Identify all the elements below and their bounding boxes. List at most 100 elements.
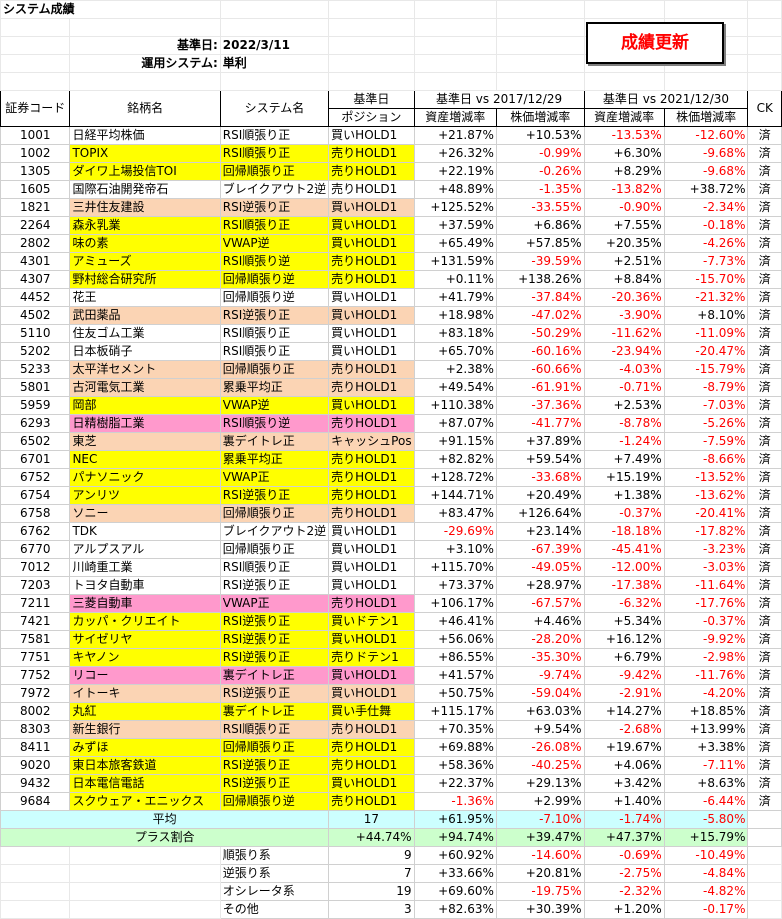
- table-row[interactable]: 7972 イトーキ RSI逆張り正 買いHOLD1 +50.75% -59.04% -2.9…: [0, 684, 782, 703]
- table-row[interactable]: 6701 NEC 累乗平均正 売りHOLD1 +82.82% +59.54% +7.49% -…: [0, 450, 782, 469]
- cell-ck: 済: [747, 468, 782, 487]
- cell-system: 回帰順張り正: [219, 540, 330, 559]
- cell-name: 太平洋セメント: [69, 360, 221, 379]
- cell-system: 裏デイトレ正: [219, 432, 330, 451]
- average-label: 平均: [0, 810, 330, 829]
- table-row[interactable]: 9684 スクウェア・エニックス 回帰順張り逆 売りHOLD1 -1.36% +2.99%…: [0, 792, 782, 811]
- table-row[interactable]: 7211 三菱自動車 VWAP正 売りHOLD1 +106.17% -67.57% -6.3…: [0, 594, 782, 613]
- cell-name: キヤノン: [69, 648, 221, 667]
- table-row[interactable]: 8002 丸紅 裏デイトレ正 買い手仕舞 +115.17% +63.03% +14.27% +…: [0, 702, 782, 721]
- cell-ck: 済: [747, 522, 782, 541]
- table-row[interactable]: 7751 キヤノン RSI逆張り正 売りドテン1 +86.55% -35.30% +6.79…: [0, 648, 782, 667]
- table-row[interactable]: 4307 野村総合研究所 回帰順張り逆 売りHOLD1 +0.11% +138.26% +8…: [0, 270, 782, 289]
- cell-price-2017: +37.89%: [495, 432, 585, 451]
- table-row[interactable]: 5110 住友ゴム工業 RSI順張り正 買いHOLD1 +83.18% -50.29% -1…: [0, 324, 782, 343]
- cell-code: 7012: [0, 558, 71, 577]
- table-row[interactable]: 6758 ソニー 回帰順張り正 売りHOLD1 +83.47% +126.64% -0.37…: [0, 504, 782, 523]
- cell-ck: 済: [747, 396, 782, 415]
- cell-name: 野村総合研究所: [69, 270, 221, 289]
- update-results-button[interactable]: 成績更新: [586, 22, 724, 64]
- cell-code: 6762: [0, 522, 71, 541]
- cell-position: 買いHOLD1: [328, 126, 415, 145]
- cell-ck: 済: [747, 198, 782, 217]
- cell-name: 東日本旅客鉄道: [69, 756, 221, 775]
- table-row[interactable]: 8411 みずほ 回帰順張り正 売りHOLD1 +69.88% -26.08% +19.67…: [0, 738, 782, 757]
- cell-asset-2021: +6.79%: [583, 648, 665, 667]
- category-asset-2021: -2.75%: [583, 864, 665, 883]
- table-row[interactable]: 6293 日精樹脂工業 RSI順張り逆 売りHOLD1 +87.07% -41.77% -8…: [0, 414, 782, 433]
- cell-name: 日本電信電話: [69, 774, 221, 793]
- cell-code: 4307: [0, 270, 71, 289]
- table-row[interactable]: 7752 リコー 裏デイトレ正 買いHOLD1 +41.57% -9.74% -9.42% -…: [0, 666, 782, 685]
- cell-asset-2017: +48.89%: [413, 180, 497, 199]
- table-row[interactable]: 1605 国際石油開発帝石 ブレイクアウト2逆 売りHOLD1 +48.89% -1.35…: [0, 180, 782, 199]
- cell-code: 6502: [0, 432, 71, 451]
- table-row[interactable]: 5801 古河電気工業 累乗平均正 売りHOLD1 +49.54% -61.91% -0.7…: [0, 378, 782, 397]
- cell-price-2017: -59.04%: [495, 684, 585, 703]
- cell-position: 売りHOLD1: [328, 360, 415, 379]
- category-spacer: [0, 846, 71, 865]
- cell-code: 2802: [0, 234, 71, 253]
- table-row[interactable]: 1002 TOPIX RSI順張り正 売りHOLD1 +26.32% -0.99% +6.3…: [0, 144, 782, 163]
- table-row[interactable]: 5233 太平洋セメント 回帰順張り正 売りHOLD1 +2.38% -60.66% -4.…: [0, 360, 782, 379]
- average-count: 17: [328, 810, 415, 829]
- table-row[interactable]: 1001 日経平均株価 RSI順張り正 買いHOLD1 +21.87% +10.53% -1…: [0, 126, 782, 145]
- cell-asset-2021: -17.38%: [583, 576, 665, 595]
- cell-position: 売りHOLD1: [328, 594, 415, 613]
- cell-code: 2264: [0, 216, 71, 235]
- cell-asset-2017: +26.32%: [413, 144, 497, 163]
- cell-price-2021: -0.37%: [663, 612, 749, 631]
- table-row[interactable]: 5959 岡部 VWAP逆 買いHOLD1 +110.38% -37.36% +2.53% -…: [0, 396, 782, 415]
- category-spacer: [69, 900, 221, 919]
- cell-asset-2021: -2.68%: [583, 720, 665, 739]
- cell-price-2017: +10.53%: [495, 126, 585, 145]
- cell-ck: 済: [747, 612, 782, 631]
- cell-ck: 済: [747, 324, 782, 343]
- cell-code: 1002: [0, 144, 71, 163]
- table-row[interactable]: 6770 アルプスアル 回帰順張り正 買いHOLD1 +3.10% -67.39% -45.…: [0, 540, 782, 559]
- category-row: 順張り系 9 +60.92% -14.60% -0.69% -10.49%: [0, 846, 782, 865]
- cell-asset-2017: +131.59%: [413, 252, 497, 271]
- cell-system: RSI逆張り正: [219, 612, 330, 631]
- cell-price-2021: -20.41%: [663, 504, 749, 523]
- cell-price-2017: +6.86%: [495, 216, 585, 235]
- table-row[interactable]: 6762 TDK ブレイクアウト2逆 買いHOLD1 -29.69% +23.14% -18…: [0, 522, 782, 541]
- cell-system: RSI順張り正: [219, 342, 330, 361]
- table-row[interactable]: 7581 サイゼリヤ RSI逆張り正 買いHOLD1 +56.06% -28.20% +16…: [0, 630, 782, 649]
- table-row[interactable]: 8303 新生銀行 RSI順張り正 売りHOLD1 +70.35% +9.54% -2.68…: [0, 720, 782, 739]
- table-row[interactable]: 4452 花王 回帰順張り逆 買いHOLD1 +41.79% -37.84% -20.36%…: [0, 288, 782, 307]
- table-row[interactable]: 6752 パナソニック VWAP正 売りHOLD1 +128.72% -33.68% +15…: [0, 468, 782, 487]
- cell-code: 1821: [0, 198, 71, 217]
- table-row[interactable]: 7012 川崎重工業 RSI順張り正 買いHOLD1 +115.70% -49.05% -1…: [0, 558, 782, 577]
- cell-name: カッパ・クリエイト: [69, 612, 221, 631]
- cell-position: 売りドテン1: [328, 648, 415, 667]
- table-row[interactable]: 6502 東芝 裏デイトレ正 キャッシュPos +91.15% +37.89% -1.24%…: [0, 432, 782, 451]
- cell-price-2021: -8.66%: [663, 450, 749, 469]
- table-row[interactable]: 9020 東日本旅客鉄道 RSI逆張り正 売りHOLD1 +58.36% -40.25% +…: [0, 756, 782, 775]
- table-row[interactable]: 4502 武田薬品 RSI逆張り正 買いHOLD1 +18.98% -47.02% -3.9…: [0, 306, 782, 325]
- table-row[interactable]: 6754 アンリツ RSI逆張り正 売りHOLD1 +144.71% +20.49% +1.…: [0, 486, 782, 505]
- base-date-label: 基準日:: [69, 36, 221, 55]
- table-row[interactable]: 7203 トヨタ自動車 RSI逆張り正 買いHOLD1 +73.37% +28.97% -1…: [0, 576, 782, 595]
- cell-code: 6770: [0, 540, 71, 559]
- cell-name: 東芝: [69, 432, 221, 451]
- cell-ck: 済: [747, 486, 782, 505]
- table-row[interactable]: 5202 日本板硝子 RSI順張り正 買いHOLD1 +65.70% -60.16% -23…: [0, 342, 782, 361]
- table-row[interactable]: 9432 日本電信電話 RSI逆張り正 買いHOLD1 +22.37% +29.13% +3…: [0, 774, 782, 793]
- table-row[interactable]: 2264 森永乳業 RSI順張り正 買いHOLD1 +37.59% +6.86% +7.55…: [0, 216, 782, 235]
- table-row[interactable]: 1305 ダイワ上場投信TOI 回帰順張り正 売りHOLD1 +22.19% -0.26%…: [0, 162, 782, 181]
- cell-price-2017: -37.84%: [495, 288, 585, 307]
- cell-name: みずほ: [69, 738, 221, 757]
- cell-asset-2021: -9.42%: [583, 666, 665, 685]
- cell-name: 川崎重工業: [69, 558, 221, 577]
- table-row[interactable]: 1821 三井住友建設 RSI逆張り正 買いHOLD1 +125.52% -33.55% -…: [0, 198, 782, 217]
- cell-price-2017: -39.59%: [495, 252, 585, 271]
- table-row[interactable]: 7421 カッパ・クリエイト RSI逆張り正 買いドテン1 +46.41% +4.46% +…: [0, 612, 782, 631]
- cell-price-2021: -5.26%: [663, 414, 749, 433]
- table-row[interactable]: 4301 アミューズ RSI順張り逆 売りHOLD1 +131.59% -39.59% +2…: [0, 252, 782, 271]
- cell-name: パナソニック: [69, 468, 221, 487]
- table-row[interactable]: 2802 味の素 VWAP逆 買いHOLD1 +65.49% +57.85% +20.35%…: [0, 234, 782, 253]
- cell-asset-2017: +70.35%: [413, 720, 497, 739]
- base-date-value: 2022/3/11: [219, 36, 330, 55]
